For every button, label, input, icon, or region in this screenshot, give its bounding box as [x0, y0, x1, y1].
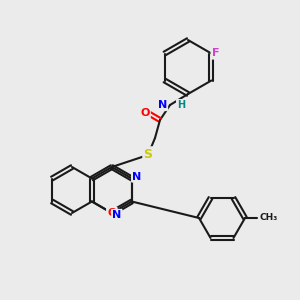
- Text: O: O: [140, 108, 150, 118]
- Text: O: O: [107, 208, 116, 218]
- Text: CH₃: CH₃: [259, 214, 277, 223]
- Text: N: N: [132, 172, 141, 182]
- Text: N: N: [112, 210, 122, 220]
- Text: S: S: [143, 148, 152, 160]
- Text: N: N: [158, 100, 167, 110]
- Text: H: H: [177, 100, 185, 110]
- Text: F: F: [212, 49, 219, 58]
